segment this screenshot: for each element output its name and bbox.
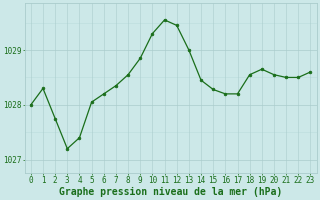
X-axis label: Graphe pression niveau de la mer (hPa): Graphe pression niveau de la mer (hPa): [59, 186, 282, 197]
